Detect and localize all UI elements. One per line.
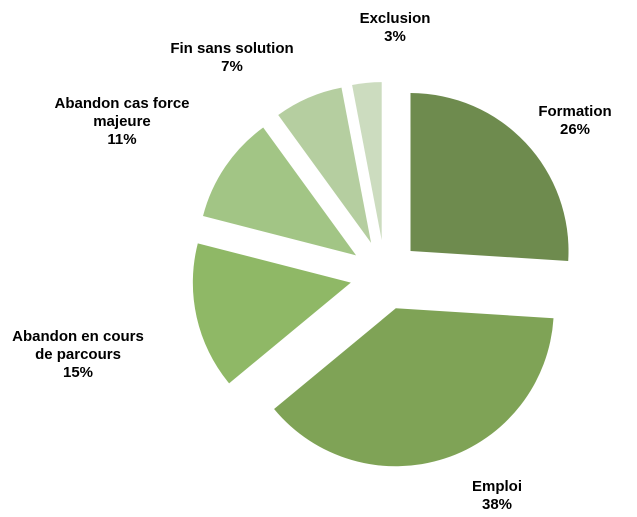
slice-label: Fin sans solution 7% [147, 40, 317, 76]
pie-slice [278, 87, 372, 243]
category-label: Fin sans solution [170, 40, 294, 57]
slice-label: Abandon cas force majeure 11% [47, 95, 197, 149]
value-label: 7% [221, 58, 243, 75]
category-label: Formation [538, 103, 612, 120]
pie-slice [410, 93, 569, 261]
slice-label: Abandon en cours de parcours 15% [3, 328, 153, 382]
value-label: 3% [384, 28, 406, 45]
slice-label: Formation 26% [515, 103, 635, 139]
category-label: Exclusion [359, 10, 431, 27]
value-label: 11% [107, 131, 137, 148]
pie-slice [203, 127, 357, 256]
value-label: 38% [481, 496, 513, 513]
value-label: 15% [62, 364, 94, 381]
pie-slice [274, 308, 554, 467]
slice-label: Emploi 38% [437, 478, 557, 514]
category-label: Abandon en cours de parcours [12, 328, 144, 363]
category-label: Abandon cas force majeure [54, 95, 190, 130]
value-label: 26% [559, 121, 591, 138]
slice-label: Exclusion 3% [335, 10, 455, 46]
pie-slice [192, 243, 351, 384]
category-label: Emploi [471, 478, 522, 495]
pie-slice [352, 82, 382, 241]
